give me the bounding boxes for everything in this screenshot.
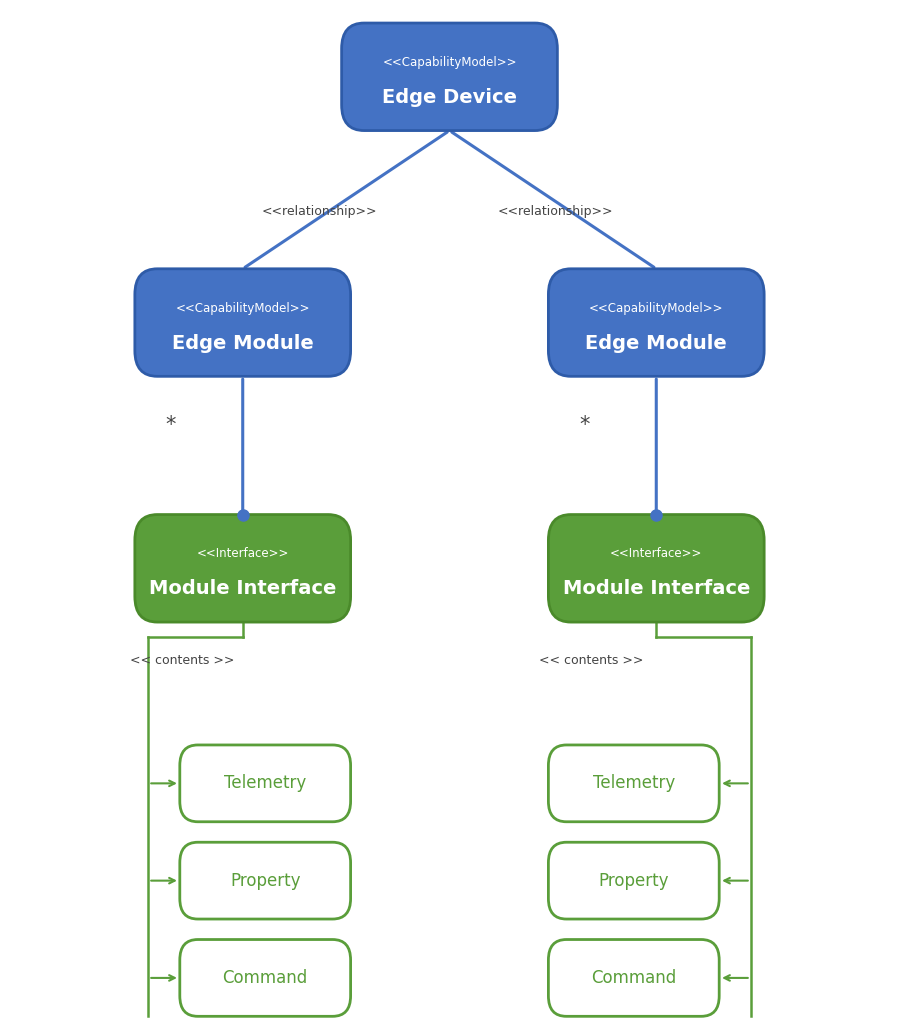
- FancyBboxPatch shape: [548, 268, 764, 376]
- FancyBboxPatch shape: [180, 745, 351, 821]
- Text: << contents >>: << contents >>: [539, 654, 644, 668]
- Text: *: *: [579, 415, 590, 435]
- FancyBboxPatch shape: [180, 842, 351, 920]
- Text: <<Interface>>: <<Interface>>: [610, 548, 702, 560]
- Text: Edge Module: Edge Module: [172, 334, 314, 352]
- Text: Property: Property: [230, 871, 300, 890]
- FancyBboxPatch shape: [135, 514, 351, 622]
- Text: Telemetry: Telemetry: [224, 774, 307, 793]
- Text: Telemetry: Telemetry: [592, 774, 675, 793]
- Text: Property: Property: [599, 871, 669, 890]
- FancyBboxPatch shape: [135, 268, 351, 376]
- Text: Edge Device: Edge Device: [382, 88, 517, 106]
- Text: <<CapabilityModel>>: <<CapabilityModel>>: [589, 302, 724, 314]
- Text: Command: Command: [223, 969, 307, 987]
- Text: <<CapabilityModel>>: <<CapabilityModel>>: [175, 302, 310, 314]
- Text: Edge Module: Edge Module: [585, 334, 727, 352]
- FancyBboxPatch shape: [180, 940, 351, 1016]
- Text: <<relationship>>: <<relationship>>: [262, 206, 377, 218]
- Text: << contents >>: << contents >>: [130, 654, 235, 668]
- Text: <<CapabilityModel>>: <<CapabilityModel>>: [382, 56, 517, 69]
- Text: <<relationship>>: <<relationship>>: [498, 206, 613, 218]
- Text: Module Interface: Module Interface: [563, 580, 750, 598]
- Text: <<Interface>>: <<Interface>>: [197, 548, 289, 560]
- Text: Module Interface: Module Interface: [149, 580, 336, 598]
- FancyBboxPatch shape: [548, 842, 719, 920]
- FancyBboxPatch shape: [342, 23, 557, 130]
- FancyBboxPatch shape: [548, 514, 764, 622]
- Text: *: *: [165, 415, 176, 435]
- Text: Command: Command: [592, 969, 676, 987]
- FancyBboxPatch shape: [548, 745, 719, 821]
- FancyBboxPatch shape: [548, 940, 719, 1016]
